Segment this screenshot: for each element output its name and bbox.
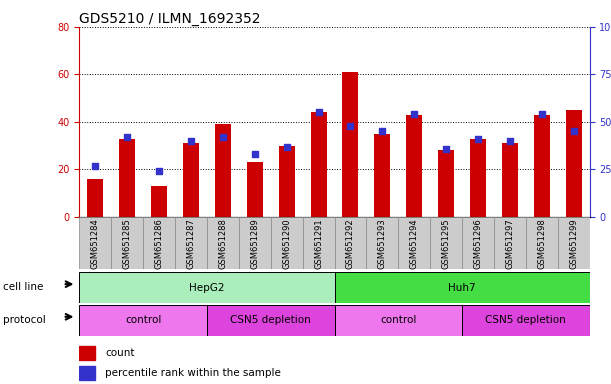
Bar [375, 134, 390, 217]
Text: GSM651285: GSM651285 [123, 218, 132, 269]
Bar [215, 124, 231, 217]
Text: HepG2: HepG2 [189, 283, 225, 293]
Bar [79, 366, 95, 379]
Bar [462, 217, 494, 269]
Bar [438, 151, 454, 217]
Bar [79, 346, 95, 360]
Bar [398, 217, 430, 269]
Text: count: count [105, 348, 134, 358]
Bar [143, 217, 175, 269]
Bar [310, 113, 326, 217]
Text: GSM651296: GSM651296 [474, 218, 483, 269]
Point [409, 111, 419, 118]
Bar [175, 217, 207, 269]
Point [441, 146, 451, 152]
Text: GSM651298: GSM651298 [537, 218, 546, 269]
Bar [151, 186, 167, 217]
Point [218, 134, 228, 140]
Point [90, 162, 100, 169]
Bar [335, 217, 367, 269]
Bar [343, 72, 359, 217]
Bar [494, 217, 526, 269]
Point [378, 128, 387, 134]
Point [346, 122, 356, 129]
Point [537, 111, 547, 118]
Bar [406, 115, 422, 217]
Bar [87, 179, 103, 217]
Point [569, 128, 579, 134]
Bar [367, 217, 398, 269]
Text: GSM651284: GSM651284 [91, 218, 100, 269]
Point [313, 109, 323, 116]
Text: GSM651292: GSM651292 [346, 218, 355, 269]
Text: GSM651291: GSM651291 [314, 218, 323, 269]
Bar [79, 217, 111, 269]
Text: GSM651287: GSM651287 [186, 218, 196, 270]
Point [186, 138, 196, 144]
Bar [470, 139, 486, 217]
Bar [79, 272, 335, 303]
Text: GSM651289: GSM651289 [251, 218, 259, 269]
Point [250, 151, 260, 157]
Bar [430, 217, 462, 269]
Bar [502, 143, 518, 217]
Bar [207, 305, 335, 336]
Bar [111, 217, 143, 269]
Text: GSM651286: GSM651286 [155, 218, 164, 270]
Point [505, 138, 515, 144]
Text: control: control [125, 315, 161, 325]
Text: GSM651294: GSM651294 [410, 218, 419, 269]
Text: cell line: cell line [3, 282, 43, 292]
Text: percentile rank within the sample: percentile rank within the sample [105, 368, 281, 378]
Text: CSN5 depletion: CSN5 depletion [486, 315, 566, 325]
Bar [207, 217, 239, 269]
Text: GSM651290: GSM651290 [282, 218, 291, 269]
Bar [183, 143, 199, 217]
Point [122, 134, 132, 140]
Text: Huh7: Huh7 [448, 283, 476, 293]
Bar [534, 115, 550, 217]
Bar [119, 139, 135, 217]
Bar [335, 272, 590, 303]
Text: GSM651293: GSM651293 [378, 218, 387, 269]
Text: control: control [380, 315, 417, 325]
Bar [566, 110, 582, 217]
Bar [335, 305, 462, 336]
Text: GSM651288: GSM651288 [218, 218, 227, 270]
Text: GSM651299: GSM651299 [569, 218, 578, 269]
Point [282, 144, 291, 150]
Text: GSM651295: GSM651295 [442, 218, 451, 269]
Bar [239, 217, 271, 269]
Text: CSN5 depletion: CSN5 depletion [230, 315, 311, 325]
Point [473, 136, 483, 142]
Bar [302, 217, 335, 269]
Bar [247, 162, 263, 217]
Bar [526, 217, 558, 269]
Bar [558, 217, 590, 269]
Bar [462, 305, 590, 336]
Text: protocol: protocol [3, 315, 46, 325]
Text: GDS5210 / ILMN_1692352: GDS5210 / ILMN_1692352 [79, 12, 261, 26]
Bar [279, 146, 295, 217]
Bar [271, 217, 302, 269]
Text: GSM651297: GSM651297 [505, 218, 514, 269]
Point [154, 168, 164, 174]
Bar [79, 305, 207, 336]
